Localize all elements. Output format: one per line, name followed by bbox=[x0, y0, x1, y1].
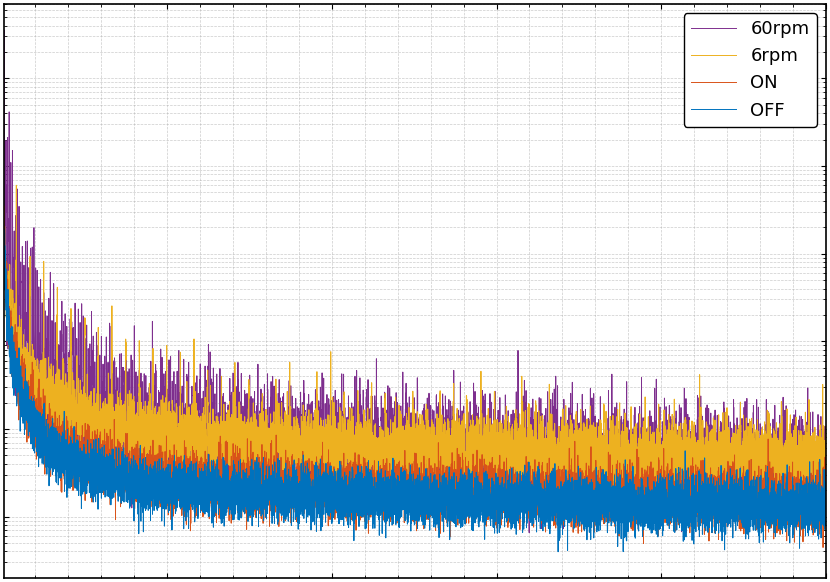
60rpm bbox=[821, 482, 830, 489]
OFF bbox=[0, 226, 9, 233]
OFF bbox=[553, 548, 563, 555]
ON bbox=[0, 246, 9, 253]
60rpm bbox=[525, 529, 535, 536]
6rpm bbox=[0, 215, 9, 222]
ON bbox=[821, 490, 830, 497]
ON bbox=[48, 446, 58, 453]
60rpm bbox=[160, 456, 170, 463]
60rpm bbox=[3, 303, 13, 310]
Legend: 60rpm, 6rpm, ON, OFF: 60rpm, 6rpm, ON, OFF bbox=[684, 13, 817, 127]
OFF bbox=[3, 286, 13, 293]
60rpm bbox=[33, 404, 43, 411]
6rpm bbox=[33, 392, 43, 399]
OFF bbox=[821, 491, 830, 498]
OFF bbox=[33, 453, 43, 460]
ON bbox=[160, 477, 170, 484]
6rpm bbox=[12, 182, 22, 189]
ON bbox=[3, 287, 13, 294]
ON bbox=[401, 475, 411, 482]
Line: 6rpm: 6rpm bbox=[4, 185, 826, 517]
6rpm bbox=[821, 430, 830, 436]
60rpm bbox=[0, 27, 9, 34]
OFF bbox=[48, 466, 58, 473]
OFF bbox=[401, 494, 411, 501]
6rpm bbox=[160, 422, 170, 429]
6rpm bbox=[778, 475, 788, 482]
ON bbox=[818, 544, 828, 551]
OFF bbox=[0, 250, 9, 257]
6rpm bbox=[2, 306, 12, 313]
Line: OFF: OFF bbox=[4, 229, 826, 552]
6rpm bbox=[401, 444, 411, 451]
60rpm bbox=[778, 485, 788, 492]
Line: ON: ON bbox=[4, 206, 826, 548]
ON bbox=[33, 384, 43, 391]
6rpm bbox=[507, 514, 517, 521]
60rpm bbox=[48, 353, 58, 360]
60rpm bbox=[0, 157, 9, 164]
OFF bbox=[160, 497, 170, 504]
ON bbox=[0, 203, 9, 210]
6rpm bbox=[48, 384, 58, 391]
60rpm bbox=[401, 425, 411, 432]
ON bbox=[778, 487, 788, 494]
OFF bbox=[778, 510, 788, 517]
Line: 60rpm: 60rpm bbox=[4, 30, 826, 533]
